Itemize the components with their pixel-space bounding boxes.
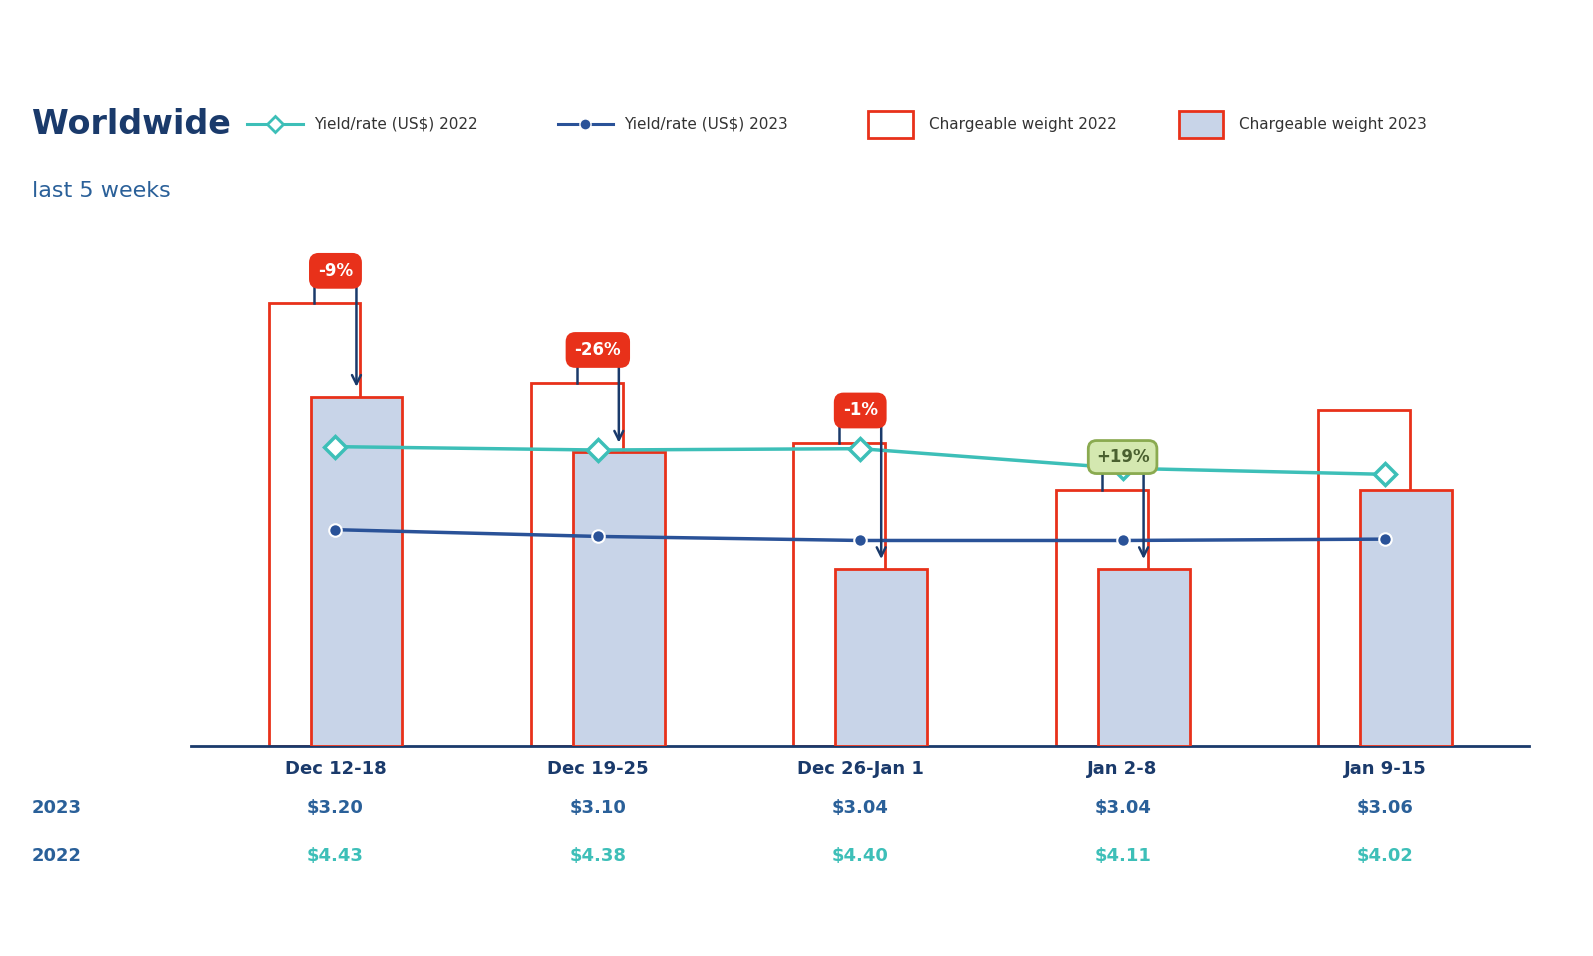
Text: -9%: -9% (319, 262, 354, 280)
Text: $4.02: $4.02 (1357, 847, 1413, 864)
Bar (1056, 489, 1147, 746)
Bar (793, 443, 886, 746)
Bar (573, 452, 664, 746)
Text: $3.04: $3.04 (1094, 799, 1152, 816)
Text: $4.43: $4.43 (307, 847, 363, 864)
Bar (1317, 410, 1410, 746)
Text: 2023: 2023 (32, 799, 81, 816)
Text: -1%: -1% (843, 402, 878, 420)
Bar (1098, 569, 1190, 746)
Text: $4.38: $4.38 (569, 847, 626, 864)
Bar (269, 303, 360, 746)
Text: Chargeable weight 2022: Chargeable weight 2022 (929, 117, 1117, 132)
Text: $3.04: $3.04 (832, 799, 889, 816)
Text: Chargeable weight 2023: Chargeable weight 2023 (1239, 117, 1427, 132)
Bar (1360, 489, 1451, 746)
Text: $3.20: $3.20 (307, 799, 363, 816)
Text: $3.10: $3.10 (569, 799, 626, 816)
Bar (530, 382, 623, 746)
Text: Worldwide: Worldwide (32, 108, 231, 141)
FancyBboxPatch shape (1179, 111, 1223, 138)
FancyBboxPatch shape (868, 111, 913, 138)
Text: Yield/rate (US$) 2022: Yield/rate (US$) 2022 (314, 117, 478, 132)
Text: Yield/rate (US$) 2023: Yield/rate (US$) 2023 (624, 117, 789, 132)
Bar (311, 397, 403, 746)
Text: -26%: -26% (575, 341, 621, 359)
Text: last 5 weeks: last 5 weeks (32, 182, 170, 201)
Text: +19%: +19% (1096, 448, 1150, 467)
Text: 2022: 2022 (32, 847, 81, 864)
Text: $4.11: $4.11 (1094, 847, 1152, 864)
Text: $3.06: $3.06 (1357, 799, 1413, 816)
Bar (835, 569, 927, 746)
Text: $4.40: $4.40 (832, 847, 889, 864)
